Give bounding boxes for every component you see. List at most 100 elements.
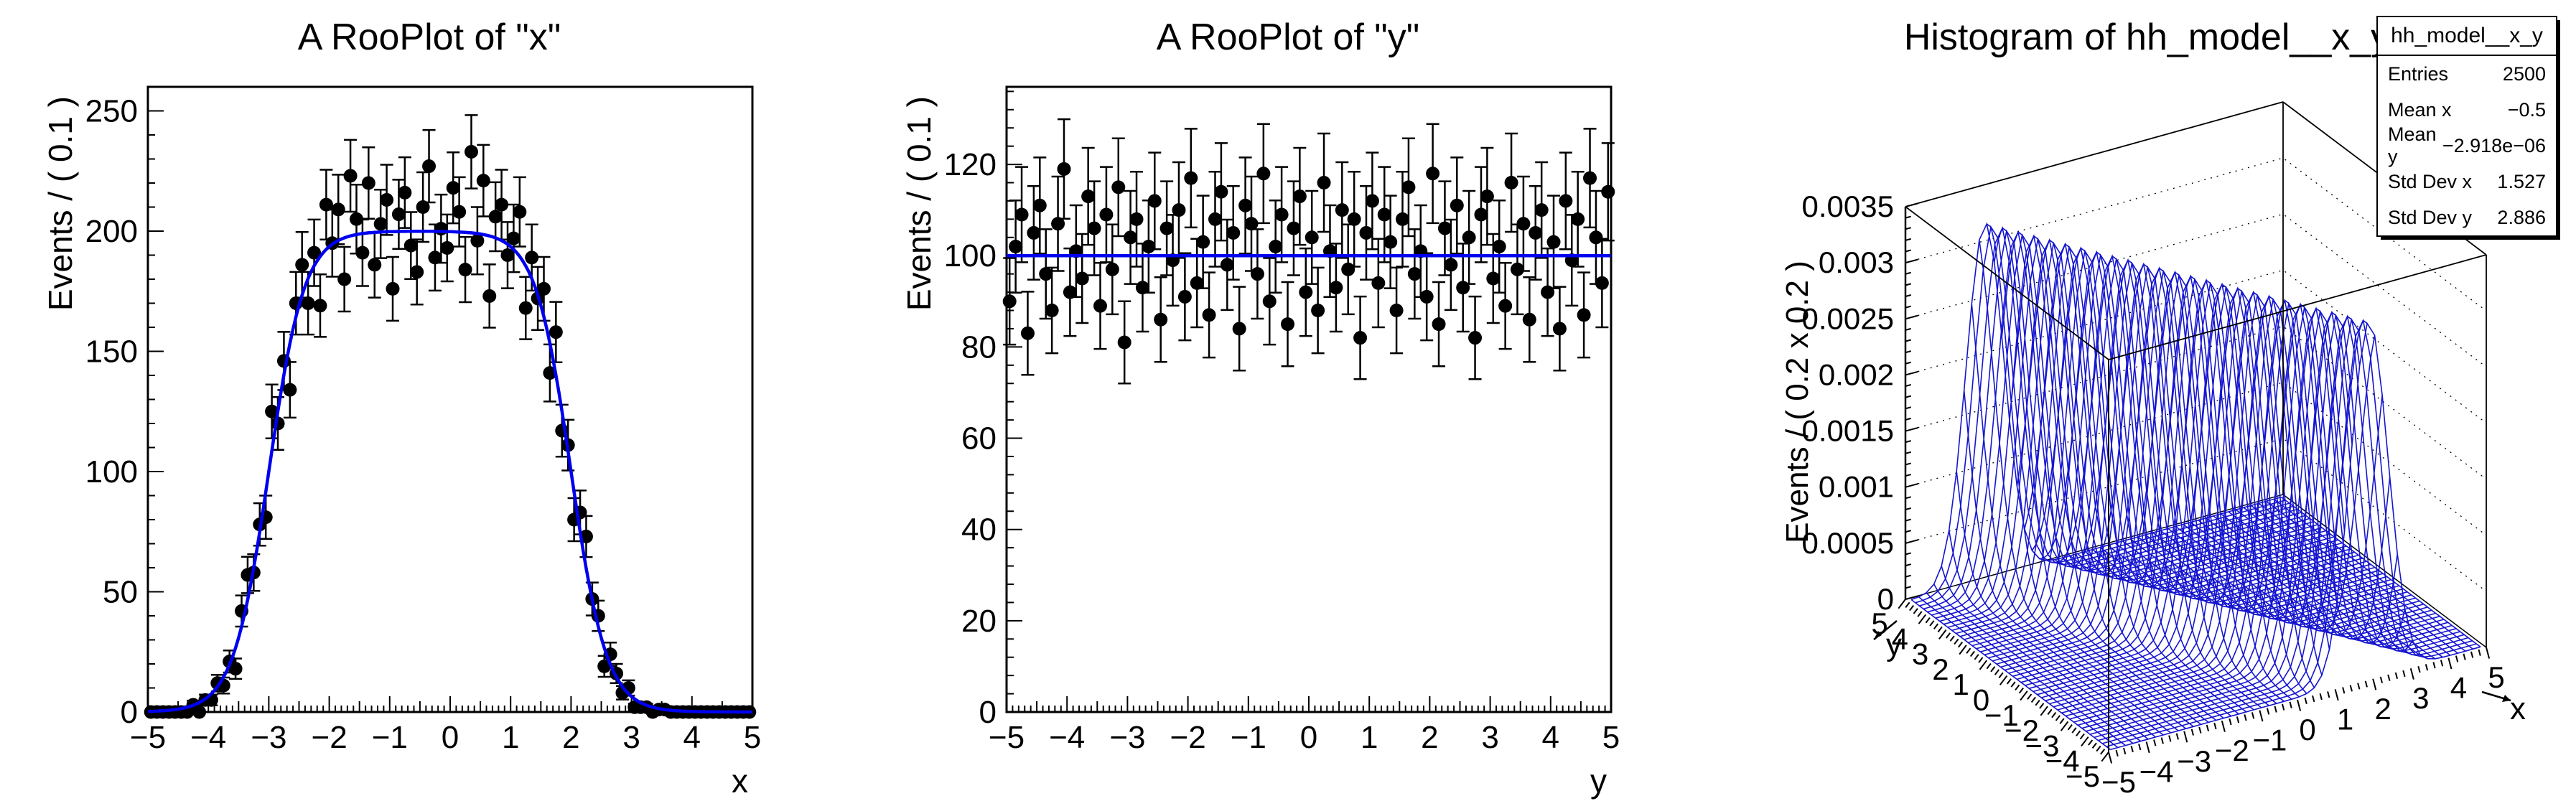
tick-label: 20 <box>961 604 997 639</box>
x-axis-title: x <box>2510 691 2526 726</box>
error-bars <box>146 114 754 713</box>
axes: −5 −4 −3 −2 −1 0 1 2 3 4 5 0 20 40 60 80 100 120 y Events /… <box>900 85 1620 800</box>
tick-label: −5 <box>2101 765 2136 799</box>
stats-value: −0.5 <box>2507 98 2546 121</box>
tick-label: 5 <box>2488 660 2504 694</box>
stats-value: 1.527 <box>2497 170 2546 192</box>
tick-label: 0 <box>2299 713 2315 746</box>
tick-label: 0.0035 <box>1802 189 1894 223</box>
error-bars <box>1003 118 1615 385</box>
tick-label: 3 <box>1912 637 1928 671</box>
tick-label: −3 <box>2025 729 2059 762</box>
tick-label: −3 <box>251 720 286 755</box>
stats-row-entries: Entries 2500 <box>2378 56 2556 92</box>
tick-label: 120 <box>944 147 997 182</box>
tick-label: 0.001 <box>1819 470 1894 504</box>
tick-label: −3 <box>2177 744 2211 778</box>
tick-label: 4 <box>1892 622 1908 655</box>
stats-row-mean-x: Mean x −0.5 <box>2378 92 2556 128</box>
tick-label: 3 <box>622 720 640 755</box>
stats-label: Mean y <box>2388 123 2437 167</box>
tick-label: −2 <box>2005 713 2039 747</box>
tick-label: 50 <box>103 575 138 610</box>
tick-label: −4 <box>2045 744 2080 778</box>
tick-label: 2 <box>1421 720 1438 755</box>
y-axis-title: y <box>1886 627 1902 662</box>
tick-label: 1 <box>1953 668 1969 701</box>
tick-label: 0 <box>1300 720 1317 755</box>
tick-label: 2 <box>562 720 579 755</box>
tick-label: 0.003 <box>1819 245 1894 279</box>
axis-titles-3d: y x Events / ( 0.2 x 0.2 ) <box>1780 261 2526 726</box>
tick-label: −1 <box>372 720 408 755</box>
stats-label: Entries <box>2388 62 2449 85</box>
tick-label: 40 <box>961 512 997 548</box>
stats-value: 2500 <box>2502 62 2546 85</box>
pad-surface-3d: Histogram of hh_model__x_y 0 0.0005 0.001 0… <box>1717 0 2576 801</box>
tick-label: −3 <box>1109 720 1145 755</box>
frame-box-edges <box>1904 101 2487 752</box>
y-axis-title: Events / ( 0.1 ) <box>900 96 938 311</box>
data-points <box>1002 161 1615 350</box>
tick-label: −5 <box>130 720 166 755</box>
x-axis-title: y <box>1590 762 1607 800</box>
surface-3d-chart: 0 0.0005 0.001 0.0015 0.002 0.0025 0.003 0.0035… <box>1780 101 2526 799</box>
wireframe-surface <box>1910 222 2481 751</box>
x-axis-title: x <box>732 762 748 800</box>
stats-row-stddev-x: Std Dev x 1.527 <box>2378 164 2556 200</box>
tick-label: −5 <box>2066 759 2100 793</box>
tick-label: 150 <box>85 334 138 370</box>
tick-label: 0.0015 <box>1802 414 1894 448</box>
stats-value: −2.918e−06 <box>2442 134 2546 156</box>
tick-label: 4 <box>683 720 701 755</box>
plot-frame <box>146 85 754 713</box>
tick-label: 0 <box>121 695 138 730</box>
z-axis-title: Events / ( 0.2 x 0.2 ) <box>1780 261 1815 543</box>
tick-label: 4 <box>2450 671 2467 705</box>
tick-label: −1 <box>1231 720 1266 755</box>
stats-box-title: hh_model__x_y <box>2378 17 2556 56</box>
tick-label: 3 <box>2412 681 2429 715</box>
tick-label: −4 <box>1049 720 1085 755</box>
tick-label: 0 <box>442 720 459 755</box>
plot-title-x: A RooPlot of "x" <box>297 17 561 58</box>
plot-title-y: A RooPlot of "y" <box>1156 17 1420 58</box>
stats-label: Std Dev y <box>2388 206 2473 228</box>
pad-rooplot-x: A RooPlot of "x" −5 −4 −3 −2 −1 0 1 2 3 4 5 0 50 100 1… <box>0 0 859 801</box>
tick-label: −4 <box>190 720 226 755</box>
tick-label: 0 <box>1877 582 1894 616</box>
tick-label: −2 <box>1170 720 1206 755</box>
tick-label: 2 <box>2375 692 2391 726</box>
stats-box: hh_model__x_y Entries 2500 Mean x −0.5 M… <box>2376 16 2557 237</box>
tick-label: 100 <box>85 454 138 490</box>
tick-label: −5 <box>989 720 1025 755</box>
tick-label: 200 <box>85 214 138 249</box>
stats-row-mean-y: Mean y −2.918e−06 <box>2378 123 2556 167</box>
tick-label: 60 <box>961 421 997 456</box>
rooplot-y-chart: −5 −4 −3 −2 −1 0 1 2 3 4 5 0 20 40 60 80 100 120 y Events /… <box>900 85 1620 800</box>
tick-label: 80 <box>961 329 997 365</box>
plot-title-3d: Histogram of hh_model__x_y <box>1903 17 2390 58</box>
tick-label: 5 <box>1602 720 1620 755</box>
stats-row-stddev-y: Std Dev y 2.886 <box>2378 200 2556 235</box>
tick-label: 4 <box>1542 720 1559 755</box>
tick-label: −1 <box>2252 723 2287 757</box>
tick-label: 3 <box>1481 720 1498 755</box>
stats-value: 2.886 <box>2497 206 2546 228</box>
tick-label: 1 <box>502 720 519 755</box>
y-axis-arrowhead-icon <box>1874 631 1882 640</box>
stats-label: Std Dev x <box>2388 170 2473 192</box>
pad-rooplot-y: A RooPlot of "y" −5 −4 −3 −2 −1 0 1 2 3 4 5 0 20 40 60… <box>859 0 1717 801</box>
x-axis-arrowhead-icon <box>2502 695 2511 702</box>
tick-label: 1 <box>1361 720 1378 755</box>
tick-label: 0.0005 <box>1802 526 1894 560</box>
model-curve <box>147 230 752 714</box>
tick-label: 2 <box>1932 652 1949 686</box>
y-axis-title: Events / ( 0.1 ) <box>42 96 79 311</box>
tick-label: 0.0025 <box>1802 301 1894 335</box>
tick-label: −4 <box>2139 754 2174 788</box>
tick-label: 250 <box>85 94 138 129</box>
